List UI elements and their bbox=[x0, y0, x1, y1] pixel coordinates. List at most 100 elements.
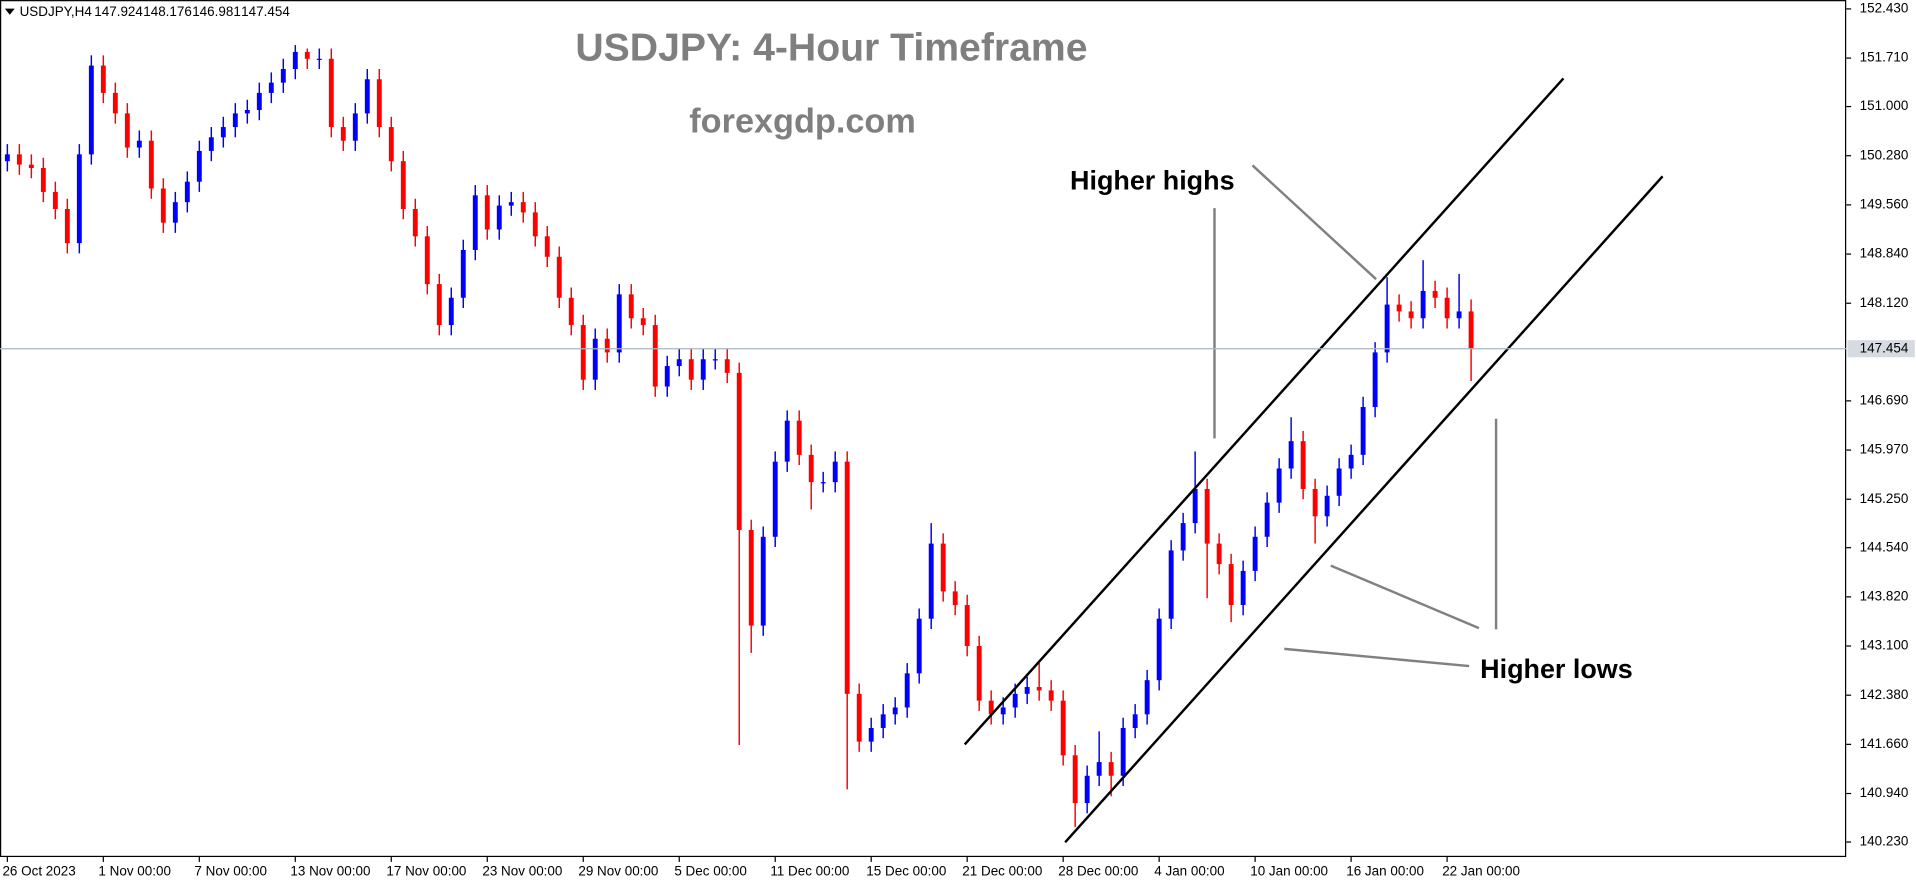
chart-subtitle: forexgdp.com bbox=[689, 103, 916, 141]
candle-body bbox=[1024, 686, 1030, 694]
pointers bbox=[1213, 164, 1498, 668]
y-tick-label: 145.250 bbox=[1860, 491, 1909, 506]
x-tick-label: 21 Dec 00:00 bbox=[962, 863, 1042, 878]
x-tick-label: 29 Nov 00:00 bbox=[578, 863, 658, 878]
candle-body bbox=[352, 113, 358, 141]
candle-body bbox=[1312, 488, 1318, 517]
candle-body bbox=[1432, 290, 1438, 298]
candle-body bbox=[700, 359, 706, 380]
candle-body bbox=[244, 109, 250, 114]
candle-body bbox=[1156, 618, 1162, 681]
candle-body bbox=[196, 150, 202, 182]
candle-body bbox=[388, 127, 394, 162]
x-tick-label: 17 Nov 00:00 bbox=[386, 863, 466, 878]
candle-body bbox=[904, 673, 910, 708]
candle-body bbox=[832, 461, 838, 483]
candle-body bbox=[604, 338, 610, 353]
candle-body bbox=[1324, 495, 1330, 517]
candle-body bbox=[1240, 570, 1246, 606]
candle-body bbox=[316, 58, 322, 60]
pointer bbox=[1284, 647, 1470, 668]
candle-body bbox=[1264, 502, 1270, 537]
x-tick-label: 7 Nov 00:00 bbox=[194, 863, 267, 878]
candle-body bbox=[28, 164, 34, 169]
candle-body bbox=[748, 529, 754, 626]
candle-body bbox=[76, 154, 82, 244]
candle-body bbox=[436, 284, 442, 326]
candle-body bbox=[1072, 755, 1078, 804]
x-tick-label: 22 Jan 00:00 bbox=[1442, 863, 1520, 878]
candle-body bbox=[508, 202, 514, 206]
candle-body bbox=[1108, 762, 1114, 776]
candle-body bbox=[880, 714, 886, 728]
candle-body bbox=[1408, 311, 1414, 319]
candle-body bbox=[1168, 550, 1174, 619]
candle-body bbox=[412, 208, 418, 237]
candle-body bbox=[1384, 304, 1390, 353]
candle-body bbox=[1420, 290, 1426, 319]
candle-body bbox=[772, 461, 778, 537]
y-tick-label: 150.280 bbox=[1860, 147, 1909, 162]
candle-body bbox=[328, 58, 334, 128]
candle-body bbox=[1300, 441, 1306, 489]
chart-title: USDJPY: 4-Hour Timeframe bbox=[575, 27, 1087, 70]
x-tick-label: 16 Jan 00:00 bbox=[1346, 863, 1424, 878]
y-tick-label: 151.710 bbox=[1860, 50, 1909, 65]
candle-body bbox=[820, 482, 826, 484]
candle-body bbox=[1120, 727, 1126, 776]
candle-body bbox=[52, 191, 58, 209]
candle-body bbox=[856, 693, 862, 742]
candle-body bbox=[796, 420, 802, 455]
candle-body bbox=[532, 212, 538, 237]
x-tick-label: 15 Dec 00:00 bbox=[866, 863, 946, 878]
candle-body bbox=[448, 297, 454, 326]
candle-body bbox=[736, 372, 742, 530]
candle-body bbox=[580, 325, 586, 380]
candle-body bbox=[1060, 700, 1066, 756]
candle-body bbox=[652, 325, 658, 387]
candle-body bbox=[1000, 707, 1006, 715]
x-tick-label: 1 Nov 00:00 bbox=[98, 863, 171, 878]
y-tick-label: 152.430 bbox=[1860, 0, 1909, 15]
candle-body bbox=[1456, 311, 1462, 319]
x-tick-label: 4 Jan 00:00 bbox=[1154, 863, 1224, 878]
y-tick-label: 145.970 bbox=[1860, 442, 1909, 457]
y-tick-label: 143.100 bbox=[1860, 638, 1909, 653]
y-tick-label: 143.820 bbox=[1860, 588, 1909, 603]
symbol: USDJPY,H4 bbox=[20, 4, 93, 19]
candle-body bbox=[1396, 304, 1402, 312]
candle-body bbox=[1132, 714, 1138, 728]
candle-body bbox=[424, 236, 430, 285]
candle-body bbox=[1204, 488, 1210, 544]
y-tick-label: 141.660 bbox=[1860, 736, 1909, 751]
candle-body bbox=[208, 137, 214, 151]
candle-body bbox=[1084, 775, 1090, 804]
candle-body bbox=[496, 205, 502, 230]
candle-body bbox=[292, 51, 298, 70]
candle-body bbox=[808, 454, 814, 483]
pointer bbox=[1251, 164, 1377, 281]
y-tick-label: 140.230 bbox=[1860, 834, 1909, 849]
candle-body bbox=[844, 461, 850, 694]
candle-body bbox=[472, 195, 478, 250]
candle-body bbox=[148, 140, 154, 189]
candle-body bbox=[1096, 762, 1102, 776]
candle-body bbox=[724, 359, 730, 373]
candle-body bbox=[304, 51, 310, 59]
candle-body bbox=[568, 297, 574, 326]
symbol-arrow bbox=[4, 8, 15, 15]
x-tick-label: 23 Nov 00:00 bbox=[482, 863, 562, 878]
y-tick-label: 149.560 bbox=[1860, 196, 1909, 211]
candle-body bbox=[892, 707, 898, 715]
candle-body bbox=[1012, 693, 1018, 708]
candle-body bbox=[592, 338, 598, 380]
candle-body bbox=[1288, 441, 1294, 469]
candle-body bbox=[1180, 523, 1186, 551]
candle-body bbox=[160, 188, 166, 223]
candle-body bbox=[16, 154, 22, 165]
candle-body bbox=[1372, 352, 1378, 408]
candle-body bbox=[268, 82, 274, 93]
annotation: Higher lows bbox=[1480, 654, 1633, 684]
candle-body bbox=[964, 605, 970, 647]
candle-body bbox=[1036, 686, 1042, 691]
